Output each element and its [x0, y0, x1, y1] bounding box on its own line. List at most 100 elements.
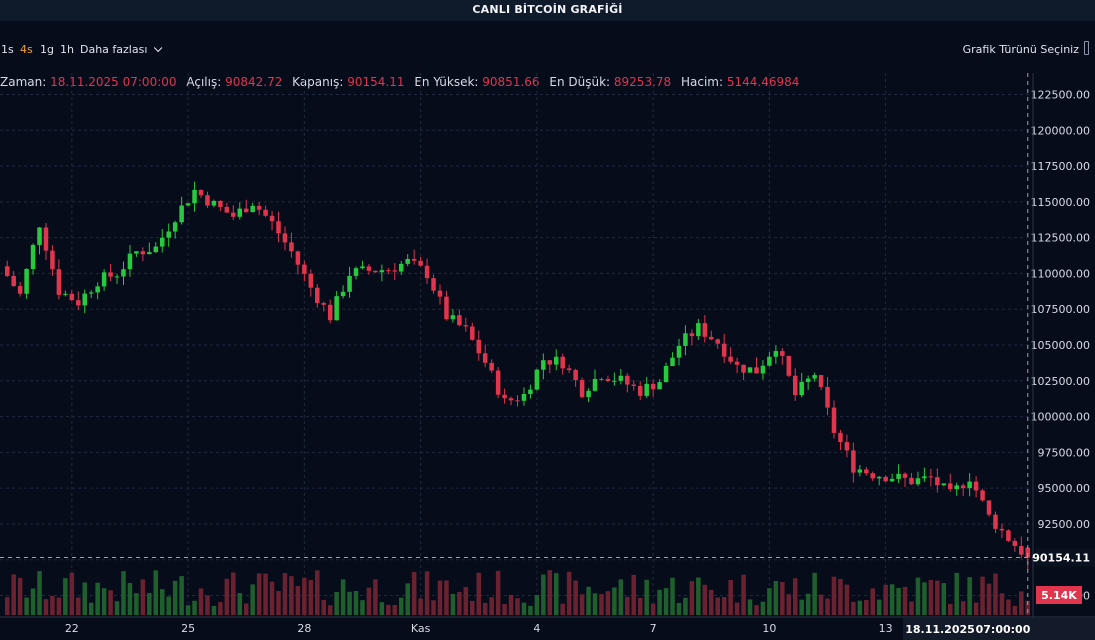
- candle-body: [909, 477, 914, 485]
- candle-body: [489, 362, 494, 371]
- open-label: Açılış:: [186, 75, 222, 89]
- crosshair-date: 18.11.2025: [905, 623, 975, 636]
- y-tick-label: 122500.00: [1031, 88, 1091, 101]
- candle-body: [715, 339, 720, 344]
- candle-body: [541, 360, 546, 370]
- volume-bar: [231, 572, 236, 615]
- volume-bar: [773, 581, 779, 615]
- current-volume-tag: [1036, 586, 1082, 604]
- timeframe-1s[interactable]: 1s: [1, 43, 14, 56]
- volume-bar: [999, 593, 1005, 615]
- candle-body: [818, 375, 824, 387]
- candle-body: [366, 266, 372, 271]
- candle-body: [289, 242, 294, 252]
- candle-body: [734, 361, 740, 365]
- volume-bar: [644, 579, 649, 615]
- volume-bar: [948, 603, 953, 615]
- candle-body: [967, 481, 972, 489]
- candle-body: [192, 189, 197, 204]
- volume-bar: [851, 601, 856, 615]
- volume-bar: [282, 573, 288, 615]
- volume-label: Hacim:: [681, 75, 724, 89]
- volume-bar: [192, 600, 197, 615]
- candle-body: [24, 269, 29, 294]
- candle-body: [709, 336, 714, 340]
- candle-body: [889, 478, 895, 482]
- volume-bar: [166, 596, 171, 615]
- volume-bar: [101, 588, 107, 615]
- candle-body: [954, 485, 959, 490]
- timeframe-1h[interactable]: 1h: [60, 43, 74, 56]
- volume-bar: [386, 604, 391, 615]
- candle-body: [134, 251, 139, 254]
- candle-body: [4, 266, 10, 276]
- candle-body: [521, 393, 527, 401]
- candle-body: [857, 469, 863, 473]
- candle-body: [63, 293, 68, 295]
- volume-bar: [489, 597, 494, 615]
- candle-body: [11, 275, 16, 287]
- candle-body: [948, 483, 953, 490]
- y-tick-label: 92500.00: [1038, 518, 1091, 531]
- volume-bar: [172, 580, 178, 615]
- volume-bar: [986, 583, 992, 615]
- candle-body: [347, 275, 352, 292]
- candle-body: [915, 478, 921, 485]
- x-tick-label: 25: [181, 622, 195, 635]
- candle-body: [528, 389, 533, 394]
- high-label: En Yüksek:: [414, 75, 479, 89]
- candle-body: [612, 380, 617, 382]
- volume-bar: [973, 602, 979, 615]
- candle-body: [276, 221, 281, 234]
- volume-bar: [599, 594, 604, 615]
- chart-type-selector[interactable]: Grafik Türünü Seçiniz: [962, 43, 1079, 56]
- volume-bar: [515, 598, 520, 615]
- volume-bar: [954, 572, 959, 615]
- scroll-handle-icon[interactable]: [1084, 41, 1089, 55]
- candle-body: [243, 208, 249, 213]
- volume-bar: [276, 591, 281, 615]
- volume-bar: [560, 603, 565, 615]
- volume-bar: [424, 571, 430, 615]
- more-timeframes-button[interactable]: Daha fazlası: [80, 43, 163, 56]
- candle-body: [140, 251, 146, 255]
- volume-bar: [831, 576, 837, 615]
- volume-bar: [327, 605, 333, 615]
- candle-body: [1006, 530, 1011, 541]
- x-tick-label: 10: [762, 622, 776, 635]
- volume-bar: [696, 577, 701, 615]
- volume-bar: [838, 578, 843, 615]
- candle-body: [37, 227, 42, 245]
- volume-bar: [534, 595, 540, 615]
- volume-bar: [818, 594, 824, 615]
- candle-body: [1019, 546, 1024, 555]
- volume-bar: [579, 594, 585, 615]
- candle-body: [56, 269, 62, 295]
- low-label: En Düşük:: [549, 75, 611, 89]
- candle-body: [379, 270, 385, 273]
- volume-bar: [792, 578, 798, 615]
- volume-bar: [43, 599, 49, 615]
- candle-body: [444, 296, 449, 320]
- volume-bar: [431, 600, 436, 615]
- candle-body: [172, 222, 178, 232]
- candle-body: [573, 370, 578, 381]
- volume-bar: [476, 572, 482, 615]
- timeframe-4s[interactable]: 4s: [20, 43, 33, 56]
- y-tick-label: 120000.00: [1031, 124, 1091, 137]
- volume-bar: [134, 593, 139, 615]
- close-label: Kapanış:: [292, 75, 344, 89]
- candle-body: [883, 476, 888, 482]
- candle-body: [618, 375, 624, 381]
- y-tick-label: 100000.00: [1031, 411, 1091, 424]
- candle-body: [308, 273, 314, 288]
- volume-bar: [728, 579, 733, 615]
- volume-bar: [889, 584, 895, 615]
- volume-bar: [754, 605, 759, 615]
- timeframe-1g[interactable]: 1g: [40, 43, 54, 56]
- volume-bar: [631, 574, 637, 615]
- candle-body: [327, 304, 333, 321]
- volume-bar: [30, 588, 36, 615]
- volume-bar: [605, 591, 611, 615]
